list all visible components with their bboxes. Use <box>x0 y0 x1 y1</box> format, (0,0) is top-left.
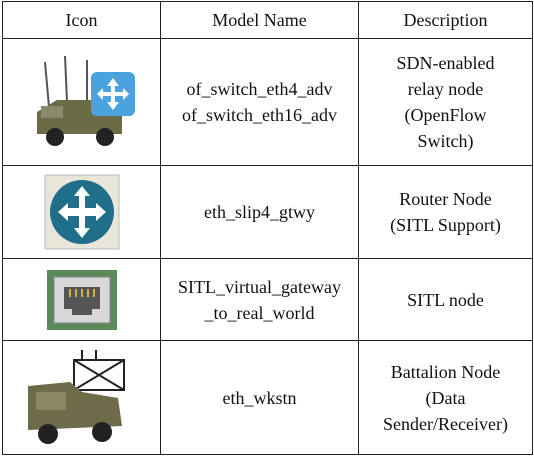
model-cell: eth_slip4_gtwy <box>160 165 359 259</box>
row: eth_slip4_gtwy Router Node (SITL Support… <box>2 165 533 259</box>
description: Sender/Receiver) <box>383 413 508 434</box>
model-name: _to_real_world <box>204 302 315 323</box>
ethernet-icon <box>46 269 117 330</box>
row: SITL_virtual_gateway _to_real_world SITL… <box>2 258 533 341</box>
battalion-vehicle-icon <box>27 349 125 444</box>
model-name: SITL_virtual_gateway <box>178 276 341 297</box>
icon-cell <box>2 340 161 455</box>
description: relay node <box>407 79 484 99</box>
model-cell: SITL_virtual_gateway _to_real_world <box>160 258 359 341</box>
description-cell: Battalion Node (Data Sender/Receiver) <box>358 340 533 455</box>
header-cell: Model Name <box>160 1 359 39</box>
description: Switch) <box>417 131 474 151</box>
router-icon <box>44 174 119 250</box>
row: of_switch_eth4_adv of_switch_eth16_adv S… <box>2 38 533 166</box>
description-cell: SITL node <box>358 258 533 341</box>
description: SITL node <box>407 289 484 310</box>
icon-cell <box>2 38 161 166</box>
icon-cell <box>2 165 161 259</box>
model-cell: of_switch_eth4_adv of_switch_eth16_adv <box>160 38 359 166</box>
model-name: eth_slip4_gtwy <box>204 202 315 222</box>
header-cell: Icon <box>2 1 161 39</box>
description: Router Node <box>399 189 492 209</box>
description: (Data <box>425 387 466 408</box>
icon-cell <box>2 258 161 341</box>
model-cell: eth_wkstn <box>160 340 359 455</box>
description-cell: SDN-enabled relay node (OpenFlow Switch) <box>358 38 533 166</box>
description: SDN-enabled <box>396 53 495 73</box>
description: Battalion Node <box>390 361 501 382</box>
header-row: Icon Model Name Description <box>2 1 533 39</box>
model-name: eth_wkstn <box>222 387 297 408</box>
header-cell: Description <box>358 1 533 39</box>
row: eth_wkstn Battalion Node (Data Sender/Re… <box>2 340 533 455</box>
model-name: of_switch_eth16_adv <box>182 105 337 125</box>
description-cell: Router Node (SITL Support) <box>358 165 533 259</box>
model-name: of_switch_eth4_adv <box>186 79 333 99</box>
sdn-vehicle-icon <box>36 55 135 146</box>
description: (SITL Support) <box>390 215 501 235</box>
description: (OpenFlow <box>404 105 487 125</box>
